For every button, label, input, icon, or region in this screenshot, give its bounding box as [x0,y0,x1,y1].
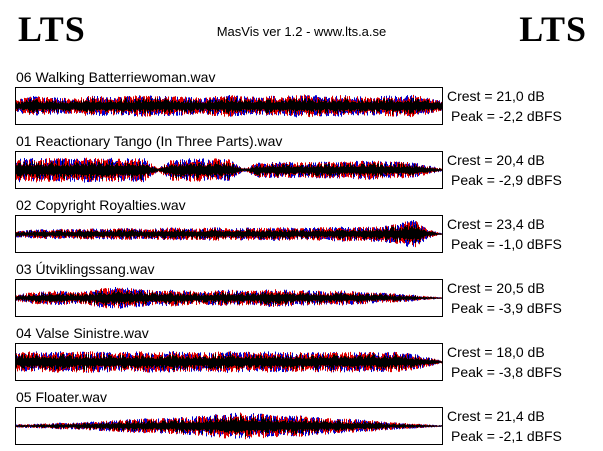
waveform-svg [16,287,442,309]
crest-factor-readout: Crest = 18,0 dB [447,344,545,360]
track-filename: 02 Copyright Royalties.wav [16,197,186,213]
waveform-svg [16,412,442,440]
peak-level-readout: Peak = -3,8 dBFS [451,364,562,380]
track-row: 01 Reactionary Tango (In Three Parts).wa… [0,133,603,197]
peak-level-readout: Peak = -2,9 dBFS [451,172,562,188]
track-row: 02 Copyright Royalties.wav Crest = 23,4 … [0,197,603,261]
track-filename: 03 Útviklingssang.wav [16,261,155,277]
track-row: 05 Floater.wav Crest = 21,4 dB Peak = -2… [0,389,603,451]
peak-level-readout: Peak = -3,9 dBFS [451,300,562,316]
channel-overlap-trace [16,414,442,437]
lts-logo-right: LTS [519,9,587,49]
channel-overlap-trace [16,224,442,244]
track-row: 03 Útviklingssang.wav Crest = 20,5 dB Pe… [0,261,603,325]
peak-level-readout: Peak = -1,0 dBFS [451,236,562,252]
track-filename: 01 Reactionary Tango (In Three Parts).wa… [16,133,283,149]
waveform-plot [15,215,443,253]
channel-overlap-trace [16,289,442,306]
waveform-svg [16,220,442,248]
lts-logo-left: LTS [18,9,86,49]
waveform-svg [16,157,442,183]
peak-level-readout: Peak = -2,1 dBFS [451,428,562,444]
crest-factor-readout: Crest = 21,0 dB [447,88,545,104]
waveform-plot [15,343,443,381]
waveform-plot [15,279,443,317]
waveform-svg [16,94,442,118]
track-row: 04 Valse Sinistre.wav Crest = 18,0 dB Pe… [0,325,603,389]
crest-factor-readout: Crest = 20,5 dB [447,280,545,296]
track-filename: 04 Valse Sinistre.wav [16,325,149,341]
crest-factor-readout: Crest = 21,4 dB [447,408,545,424]
peak-level-readout: Peak = -2,2 dBFS [451,108,562,124]
track-filename: 05 Floater.wav [16,389,108,405]
waveform-svg [16,351,442,373]
channel-overlap-trace [16,97,442,116]
crest-factor-readout: Crest = 23,4 dB [447,216,545,232]
app-title: MasVis ver 1.2 - www.lts.a.se [216,24,387,39]
track-filename: 06 Walking Batterriewoman.wav [16,69,216,85]
waveform-plot [15,87,443,125]
channel-overlap-trace [16,352,442,371]
crest-factor-readout: Crest = 20,4 dB [447,152,545,168]
track-row: 06 Walking Batterriewoman.wav Crest = 21… [0,69,603,133]
waveform-plot [15,407,443,445]
channel-overlap-trace [16,160,442,180]
waveform-plot [15,151,443,189]
